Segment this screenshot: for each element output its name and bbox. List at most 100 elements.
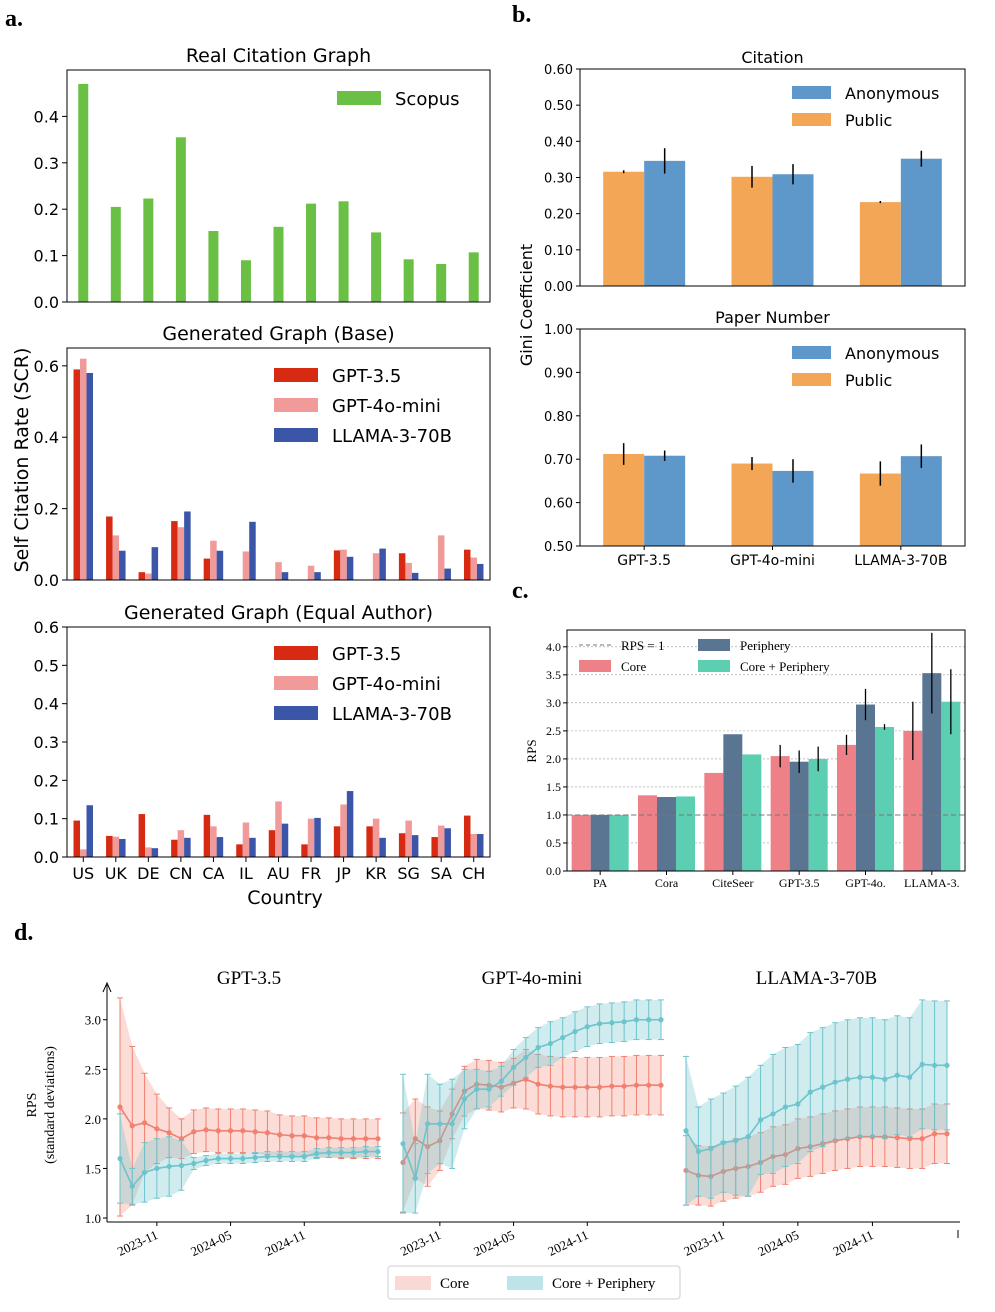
legend-label: Scopus [395,89,460,110]
bar-GPT-4o-mini-Public [731,463,773,546]
core-periphery-point [609,1020,615,1026]
bar-LLAMA-3-70B-Public [859,202,901,286]
core-periphery-point [795,1101,801,1107]
y-tick-label: 0.90 [544,366,573,381]
bar-FR-LLAMA-3-70B [314,817,321,857]
legend-swatch-LLAMA-3-70B [274,428,318,442]
bar-DE-GPT-4o-mini [145,573,152,580]
y-tick-label: 0.3 [34,733,59,752]
core-periphery-point [424,1121,431,1127]
y-tick-label: 0.60 [544,63,573,78]
bar-UK-GPT-3.5 [106,835,113,857]
core-periphery-point [844,1076,851,1082]
bar-CH-LLAMA-3-70B [476,563,484,580]
bar-CH-GPT-4o-mini [470,834,477,857]
x-tick-label: 2023-11 [115,1227,160,1259]
y-tick-label: 0.2 [34,200,59,219]
core-point [178,1136,185,1142]
x-tick-label: KR [365,864,387,883]
bar-UK-LLAMA-3-70B [119,838,126,857]
bar-SA-LLAMA-3-70B [444,828,451,857]
core-point [919,1136,925,1142]
core-band [686,1104,947,1207]
legend-label: Public [845,371,892,390]
y-tick-label: 1.5 [85,1161,101,1176]
bar-UK-Scopus [110,206,121,302]
bar-GPT-3.5-Public [603,453,645,546]
core-point [907,1136,913,1142]
y-tick-label: 1.0 [546,808,561,822]
core-periphery-point [757,1117,764,1123]
y-axis-arrow [102,981,112,993]
core-point [154,1126,160,1132]
core-periphery-point [857,1074,863,1080]
core-periphery-point [807,1089,813,1095]
bar-JP-GPT-3.5 [333,826,341,857]
bar-JP-GPT-4o-mini [340,804,347,857]
core-periphery-line [119,1150,378,1188]
bar-PA-Core [571,814,591,871]
chart-title: Citation [741,48,803,67]
x-axis-label: Country [247,887,322,909]
y-axis-label-secondary: (standard deviations) [43,1046,58,1164]
bar-CN-Scopus [175,137,186,302]
core-periphery-point [944,1062,950,1068]
bar-CiteSeer-Core [704,772,724,871]
y-axis-label: Self Citation Rate (SCR) [11,348,33,573]
bar-SG-LLAMA-3-70B [411,835,419,857]
y-tick-label: 0.4 [34,107,59,126]
legend-swatch-Anonymous [792,86,831,99]
core-periphery-point [560,1034,566,1041]
core-periphery-band [686,999,947,1206]
core-periphery-point [129,1183,135,1189]
y-tick-label: 0.30 [544,172,573,187]
core-periphery-point [820,1084,826,1090]
plot-frame [66,626,491,858]
bar-CN-GPT-3.5 [171,839,178,857]
legend-swatch-GPT-3.5 [274,646,318,660]
bar-AU-Scopus [273,226,284,302]
core-point [572,1084,578,1090]
core-periphery-point [708,1146,714,1152]
core-periphery-point [907,1074,913,1080]
core-periphery-point [832,1079,838,1085]
plot-frame [579,328,966,547]
legend-label: Core + Periphery [552,1276,656,1292]
bar-CH-GPT-4o-mini [470,557,477,580]
legend-swatch-Core + Periphery [698,660,730,672]
bar-JP-GPT-3.5 [333,550,341,580]
core-periphery-point [277,1153,283,1160]
bar-FR-GPT-4o-mini [307,818,315,857]
bar-LLAMA-3.-Core + Periphery [941,701,961,871]
bar-LLAMA-3.-Periphery [922,673,942,871]
bar-US-GPT-4o-mini [80,849,87,857]
bar-KR-GPT-3.5 [366,826,373,857]
chart-rps-bars: RPS 0.0 0.5 1.0 1.5 2.0 2.5 3.0 3.5 4.0 PA Cora Cite… [524,629,966,890]
bar-CiteSeer-Periphery [723,734,743,871]
core-periphery-point [240,1155,246,1162]
core-point [363,1136,369,1142]
core-periphery-point [572,1029,578,1035]
y-axis-label: RPS [524,739,539,762]
core-periphery-point [449,1121,455,1127]
y-tick-label: 0.40 [544,135,573,150]
legend-label: LLAMA-3-70B [332,426,452,447]
core-point [584,1084,590,1090]
core-periphery-point [375,1148,381,1155]
core-periphery-point [461,1096,468,1102]
core-periphery-point [289,1153,295,1160]
legend-label: Core + Periphery [740,659,830,674]
y-tick-label: 1.5 [546,780,561,794]
core-point [301,1133,307,1139]
y-tick-label: 0.6 [34,357,59,376]
x-tick-label: 2024-11 [262,1227,307,1259]
core-periphery-point [326,1149,332,1156]
y-tick-label: 1.00 [544,323,573,338]
bar-CA-Scopus [208,231,219,302]
bar-KR-GPT-4o-mini [372,818,380,857]
bar-CH-LLAMA-3-70B [476,834,484,857]
y-tick-label: 0.1 [34,810,59,829]
bar-Cora-Core [638,795,657,871]
y-axis-label: RPS [25,1093,40,1118]
